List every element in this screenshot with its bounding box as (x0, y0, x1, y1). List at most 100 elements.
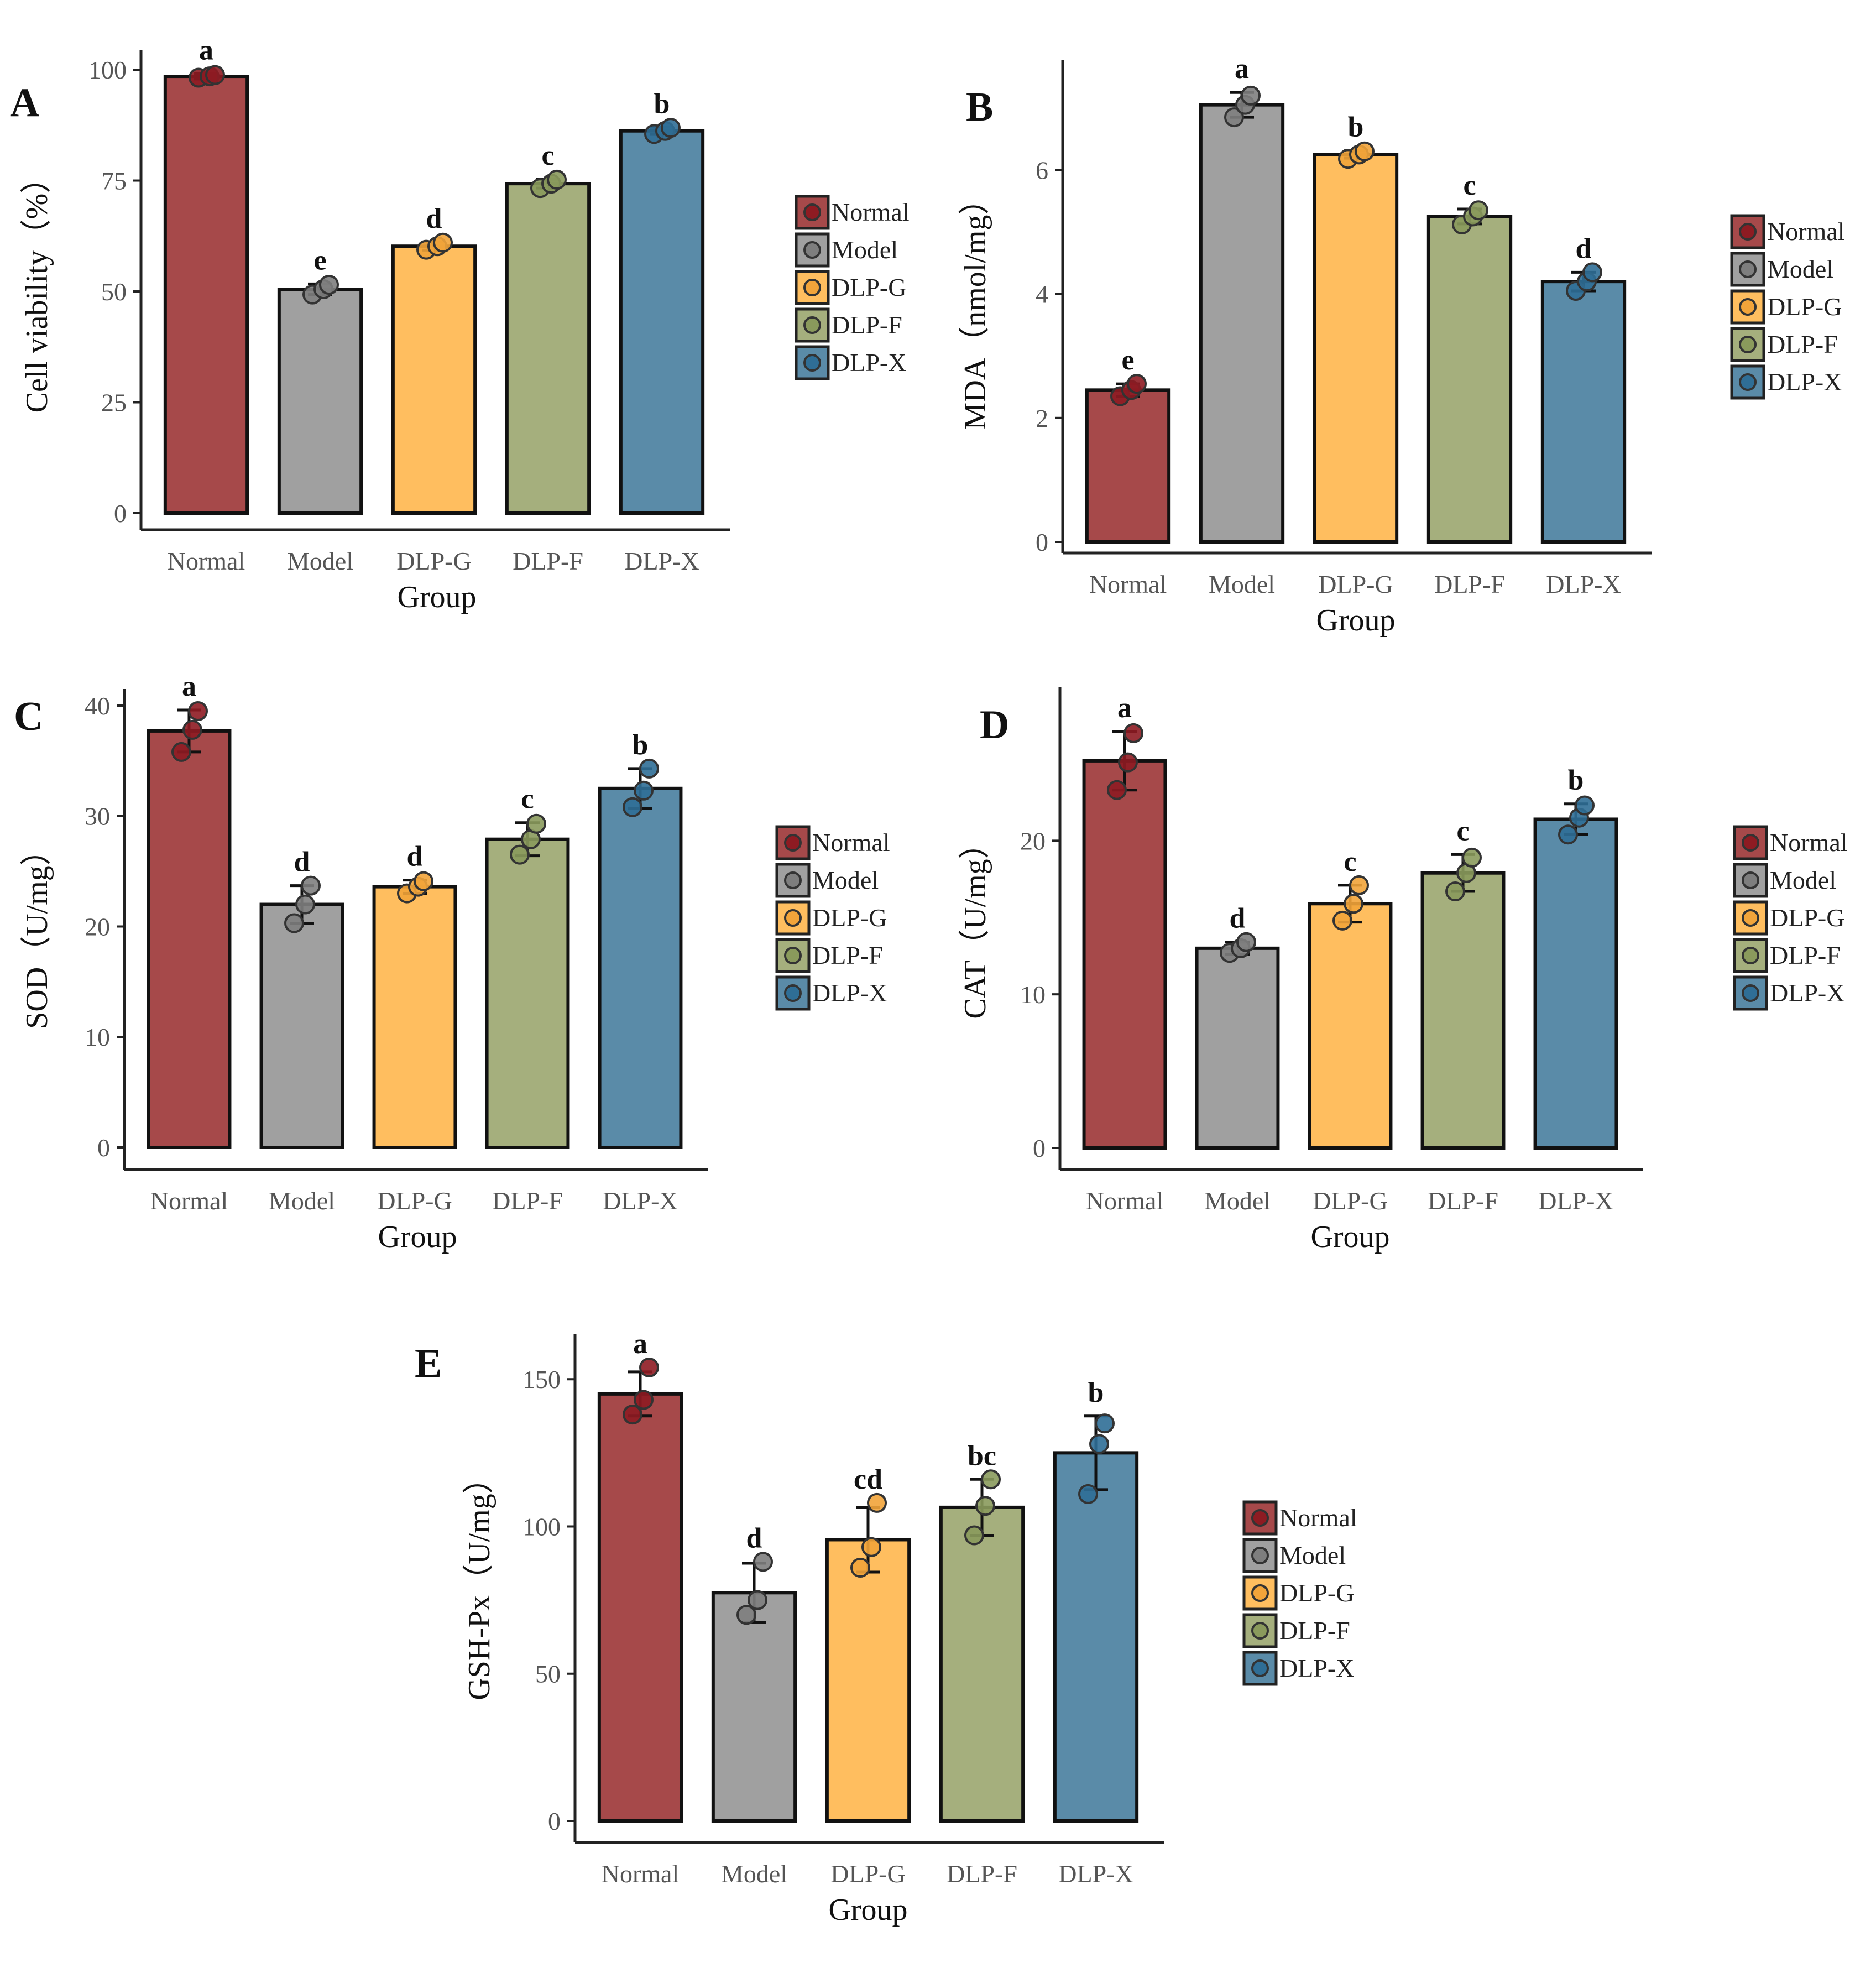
x-tick-label: Normal (1089, 570, 1167, 598)
y-tick-label: 40 (85, 692, 110, 720)
data-point (1123, 723, 1143, 743)
bar-model (711, 1591, 797, 1823)
y-tick-label: 0 (548, 1807, 561, 1835)
legend: Normal Model DLP-G DLP-F DLP-X (1730, 214, 1845, 400)
data-point (547, 169, 567, 190)
significance-label: c (541, 140, 554, 171)
data-point (1469, 200, 1488, 221)
significance-label: c (521, 784, 534, 815)
x-tick-label: DLP-F (1434, 570, 1505, 598)
bar-dlp-f (485, 837, 570, 1149)
x-tick-label: DLP-X (603, 1187, 677, 1215)
data-point (1095, 1413, 1115, 1434)
data-point (1558, 824, 1578, 845)
significance-label: d (426, 203, 442, 234)
legend-label: DLP-G (1770, 904, 1844, 932)
significance-label: a (182, 671, 196, 702)
legend-marker (1742, 909, 1759, 927)
legend-marker (784, 947, 802, 964)
legend-marker (784, 871, 802, 889)
legend-label: DLP-X (812, 979, 887, 1007)
x-tick-label: DLP-X (1058, 1860, 1133, 1888)
legend-marker (803, 279, 821, 296)
legend-label: DLP-F (1770, 941, 1841, 969)
data-point (975, 1496, 995, 1516)
legend-label: Model (812, 866, 879, 894)
data-point (1462, 847, 1482, 868)
y-axis-title: Cell viability（%） (20, 163, 54, 413)
legend-marker (1739, 260, 1757, 278)
legend-marker (1742, 871, 1759, 889)
data-point (1355, 141, 1375, 161)
data-point (981, 1469, 1001, 1490)
bar-dlp-f (1426, 215, 1513, 544)
x-tick-label: Normal (168, 547, 245, 575)
bar-model (277, 288, 363, 515)
data-point (1575, 795, 1595, 816)
legend-marker (1251, 1547, 1269, 1564)
legend-marker (1251, 1622, 1269, 1640)
data-point (753, 1552, 773, 1572)
legend-label: DLP-X (1279, 1654, 1354, 1682)
legend-label: Normal (1770, 828, 1848, 857)
panel-letter-b: B (966, 85, 993, 130)
x-tick-label: DLP-X (1538, 1187, 1613, 1215)
panel-letter-e: E (415, 1341, 442, 1386)
data-point (639, 758, 659, 779)
y-tick-label: 150 (522, 1365, 561, 1393)
legend: Normal Model DLP-G DLP-F DLP-X (795, 195, 910, 380)
data-point (319, 274, 339, 295)
significance-label: cd (854, 1464, 882, 1495)
data-point (1089, 1434, 1109, 1454)
bar-dlp-g (1313, 153, 1399, 544)
bar-dlp-x (1533, 817, 1618, 1150)
legend-label: Normal (1767, 217, 1845, 246)
legend-label: Normal (812, 828, 890, 857)
legend-swatch (1733, 938, 1768, 973)
significance-label: c (1344, 846, 1356, 878)
data-point (634, 780, 654, 801)
bar-dlp-x (1053, 1451, 1139, 1823)
legend-label: DLP-F (832, 311, 902, 339)
panel-B: B 0 2 4 6 e Normal a Model b DLP-G c DLP-F d DLP-X Grou… (958, 53, 1845, 638)
x-tick-label: DLP-X (624, 547, 699, 575)
legend-swatch (775, 975, 811, 1011)
bar-dlp-g (825, 1538, 911, 1823)
bar-normal (1082, 759, 1167, 1150)
bar-normal (147, 729, 232, 1150)
x-axis-title: Group (828, 1893, 907, 1927)
x-tick-label: Model (1204, 1187, 1271, 1215)
significance-label: a (633, 1328, 647, 1360)
legend-marker (1739, 336, 1757, 353)
legend-label: Model (1770, 866, 1836, 894)
data-point (1445, 881, 1465, 902)
data-point (861, 1537, 881, 1557)
x-tick-label: DLP-X (1546, 570, 1621, 598)
legend-marker (784, 834, 802, 852)
legend-swatch (1242, 1500, 1278, 1536)
y-tick-label: 100 (88, 56, 127, 84)
panel-D: D 0 10 20 a Normal d Model c DLP-G c DLP-F b DLP-X Gro… (958, 687, 1848, 1254)
y-tick-label: 75 (101, 167, 127, 195)
data-point (623, 797, 642, 817)
legend-marker (784, 984, 802, 1002)
x-axis-title: Group (378, 1220, 457, 1254)
legend-label: DLP-X (832, 348, 906, 377)
legend: Normal Model DLP-G DLP-F DLP-X (1242, 1500, 1357, 1686)
data-point (510, 844, 530, 865)
bar-dlp-f (1420, 871, 1506, 1150)
data-point (623, 1405, 642, 1425)
legend-swatch (1730, 214, 1765, 249)
data-point (1344, 894, 1363, 914)
legend-marker (803, 316, 821, 334)
data-point (1118, 752, 1138, 773)
data-point (639, 1357, 659, 1377)
legend: Normal Model DLP-G DLP-F DLP-X (775, 825, 890, 1011)
y-tick-label: 50 (535, 1660, 561, 1688)
x-tick-label: DLP-F (513, 547, 583, 575)
x-tick-label: DLP-G (396, 547, 471, 575)
significance-label: b (1568, 765, 1584, 796)
legend-marker (1742, 947, 1759, 964)
legend-marker (1251, 1659, 1269, 1677)
y-tick-label: 100 (522, 1512, 561, 1541)
